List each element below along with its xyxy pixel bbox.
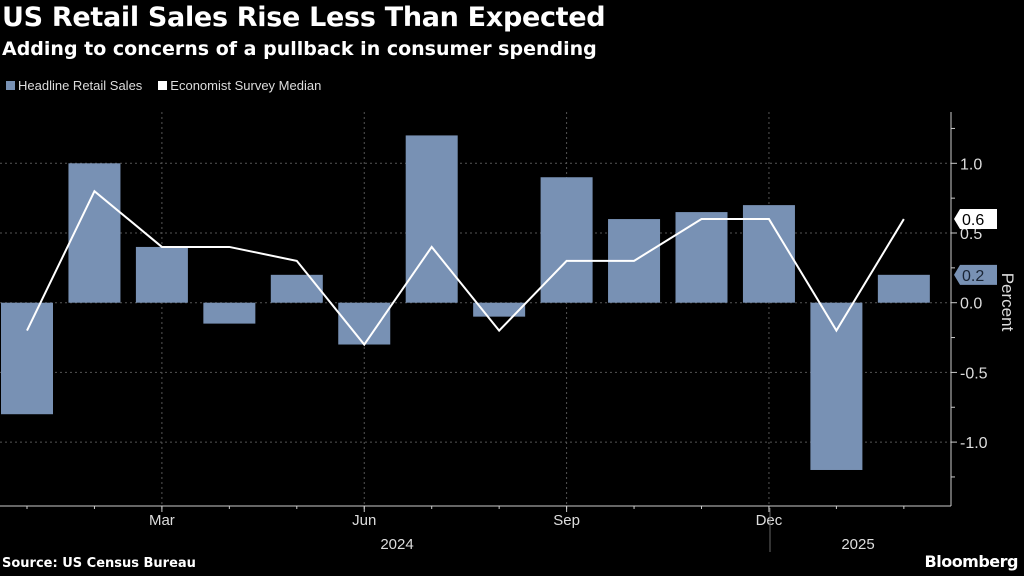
- y-tick-label: 1.0: [960, 156, 982, 173]
- x-tick-label: Jun: [352, 512, 376, 529]
- line-end-label-bg: [954, 209, 997, 230]
- bar: [877, 274, 930, 303]
- source-note: Source: US Census Bureau: [2, 556, 196, 571]
- bar: [203, 302, 256, 324]
- bar: [338, 302, 391, 345]
- legend-item-line: Economist Survey Median: [158, 78, 321, 93]
- x-tick-label: Sep: [553, 512, 580, 529]
- chart-title: US Retail Sales Rise Less Than Expected: [2, 2, 606, 33]
- bar: [540, 177, 593, 303]
- bar: [405, 135, 458, 303]
- bar: [473, 302, 526, 317]
- bar: [742, 205, 795, 303]
- bar: [810, 302, 863, 470]
- legend-item-bars: Headline Retail Sales: [6, 78, 142, 93]
- y-tick-label: -1.0: [960, 435, 988, 452]
- bar: [68, 163, 121, 303]
- bar: [270, 274, 323, 303]
- legend: Headline Retail Sales Economist Survey M…: [6, 78, 321, 93]
- legend-label: Headline Retail Sales: [18, 78, 143, 93]
- x-tick-label: Mar: [149, 512, 175, 529]
- chart-subtitle: Adding to concerns of a pullback in cons…: [2, 38, 597, 60]
- legend-swatch-line: [158, 81, 168, 90]
- year-label: 2025: [841, 536, 874, 553]
- bar-end-label: 0.2: [962, 268, 984, 285]
- bar: [135, 246, 188, 303]
- y-axis-label: Percent: [998, 273, 1017, 332]
- legend-label: Economist Survey Median: [170, 78, 322, 93]
- x-tick-label: Dec: [756, 512, 783, 529]
- bar: [1, 302, 53, 415]
- line-end-label: 0.6: [962, 212, 984, 229]
- bloomberg-logo: Bloomberg: [924, 552, 1019, 571]
- bar: [675, 212, 728, 303]
- y-tick-label: -0.5: [960, 365, 988, 382]
- y-tick-label: 0.5: [960, 226, 982, 243]
- median-line: [26, 189, 905, 347]
- legend-swatch-bars: [6, 81, 15, 90]
- y-tick-label: 0.0: [960, 296, 982, 313]
- year-label: 2024: [380, 536, 413, 553]
- bar-end-label-bg: [954, 264, 997, 285]
